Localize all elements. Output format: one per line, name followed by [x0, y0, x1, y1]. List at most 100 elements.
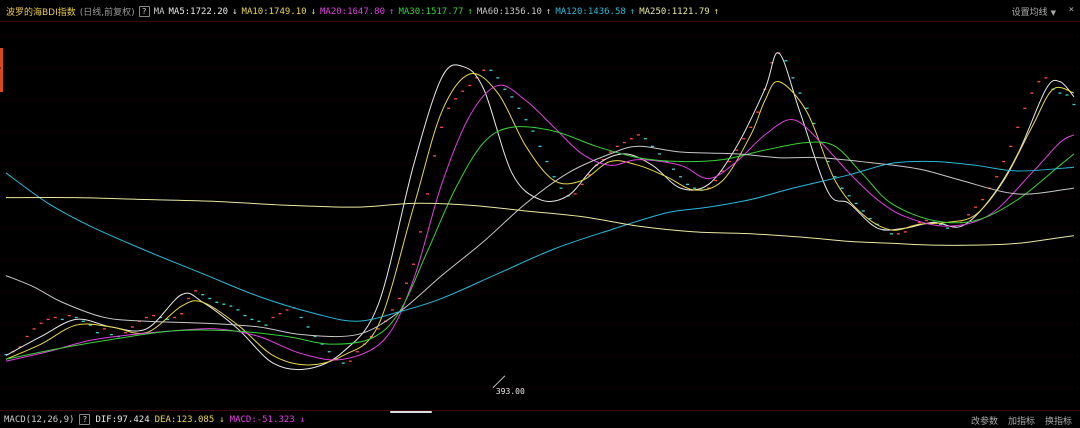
candle-down	[861, 210, 865, 212]
period-label: (日线,前复权)	[79, 8, 135, 18]
ma-indicator-5[interactable]: MA120:1436.58	[555, 6, 626, 17]
candle-down	[552, 176, 556, 178]
candle-up	[405, 282, 408, 284]
annotation-pointer	[492, 375, 506, 389]
candle-down	[1065, 94, 1069, 96]
candle-down	[327, 351, 331, 353]
ma-label: MA	[153, 6, 165, 17]
candle-up	[728, 160, 732, 163]
candle-down	[826, 160, 830, 163]
dea-value: DEA:123.085	[154, 414, 215, 425]
candle-up	[721, 170, 725, 172]
candle-up	[419, 231, 423, 233]
ma-indicator-0[interactable]: MA5:1722.20	[168, 6, 229, 17]
candle-up	[636, 134, 640, 136]
candle-up	[468, 84, 472, 87]
candle-up	[573, 193, 577, 195]
candle-up	[454, 98, 458, 100]
candle-up	[390, 309, 394, 311]
candle-down	[805, 107, 809, 109]
candle-down	[939, 223, 942, 225]
change-params-button[interactable]: 改参数	[970, 417, 998, 427]
candle-down	[643, 138, 647, 140]
ma-indicator-4[interactable]: MA60:1356.10	[476, 6, 542, 17]
ma-indicator-6[interactable]: MA250:1121.79	[639, 6, 710, 17]
candle-up	[152, 314, 156, 317]
candle-down	[833, 176, 837, 178]
candle-down	[496, 77, 500, 79]
series-ma60-line	[5, 145, 1075, 338]
min-annotation: 393.00	[496, 387, 525, 396]
arrow-up-icon: ↑	[713, 6, 720, 17]
candle-up	[622, 141, 626, 144]
candle-up	[735, 149, 739, 151]
candle-up	[917, 221, 921, 224]
close-icon[interactable]: ×	[1068, 5, 1074, 15]
settings-ma-button[interactable]: 设置均线 ▼	[1012, 5, 1056, 18]
macd-help-button[interactable]: ?	[79, 414, 91, 425]
price-chart[interactable]: 2097.00393.00	[0, 22, 1080, 410]
candle-down	[798, 92, 802, 94]
candle-down	[538, 145, 542, 147]
candle-down	[812, 122, 816, 125]
candle-up	[482, 69, 486, 71]
candle-up	[1002, 160, 1006, 163]
candle-up	[770, 62, 774, 64]
switch-indicator-button[interactable]: 换指标	[1044, 417, 1072, 427]
candle-down	[229, 305, 233, 307]
add-indicator-button[interactable]: 加指标	[1007, 417, 1035, 427]
candle-up	[461, 90, 465, 92]
candle-down	[672, 168, 675, 170]
candle-down	[503, 88, 507, 90]
help-button[interactable]: ?	[138, 6, 150, 17]
candle-up	[440, 126, 444, 128]
candle-up	[285, 309, 289, 311]
candle-down	[889, 233, 893, 235]
candle-up	[18, 346, 22, 348]
candle-down	[74, 316, 78, 319]
dea-arrow-icon: ↓	[219, 414, 225, 425]
series-ma250-line	[5, 196, 1075, 246]
candle-down	[109, 333, 113, 336]
candle-down	[215, 301, 219, 303]
candle-up	[67, 314, 71, 317]
candle-up	[397, 297, 401, 300]
candle-up	[981, 198, 985, 201]
candle-up	[896, 233, 900, 235]
candle-up	[278, 313, 282, 315]
macd-arrow-icon: ↓	[299, 414, 306, 425]
candle-up	[271, 316, 275, 319]
candle-up	[756, 111, 760, 113]
candle-up	[46, 318, 50, 321]
candle-up	[355, 351, 359, 353]
candle-up	[1009, 145, 1013, 147]
arrow-down-icon: ↓	[232, 6, 238, 17]
candle-down	[545, 160, 549, 163]
macd-label: MACD(12,26,9)	[4, 414, 75, 425]
candle-up	[587, 174, 591, 176]
panel-marker	[0, 48, 3, 92]
candle-up	[102, 328, 106, 330]
arrow-up-icon: ↑	[467, 6, 473, 17]
candle-up	[39, 322, 43, 324]
candle-up	[180, 313, 184, 315]
scroll-handle[interactable]	[390, 411, 432, 413]
indicator-header: 波罗的海BDI指数 (日线,前复权) ? MA MA5:1722.20 ↓ MA10…	[0, 0, 1080, 22]
candle-down	[166, 318, 170, 321]
candle-down	[854, 202, 858, 205]
arrow-up-icon: ↑	[389, 6, 395, 17]
candle-up	[194, 290, 198, 292]
series-ma10-line	[5, 72, 1075, 366]
candle-down	[159, 316, 163, 319]
candle-down	[686, 183, 690, 186]
ma-indicator-1[interactable]: MA10:1749.10	[241, 6, 307, 17]
candle-up	[433, 155, 437, 157]
candle-down	[868, 217, 872, 220]
candle-down	[236, 309, 240, 311]
candle-up	[130, 326, 134, 328]
ma-indicator-2[interactable]: MA20:1647.80	[319, 6, 386, 17]
candle-down	[320, 343, 324, 345]
ma-indicator-3[interactable]: MA30:1517.77	[398, 6, 464, 17]
candle-down	[664, 160, 668, 163]
candle-up	[629, 138, 633, 140]
